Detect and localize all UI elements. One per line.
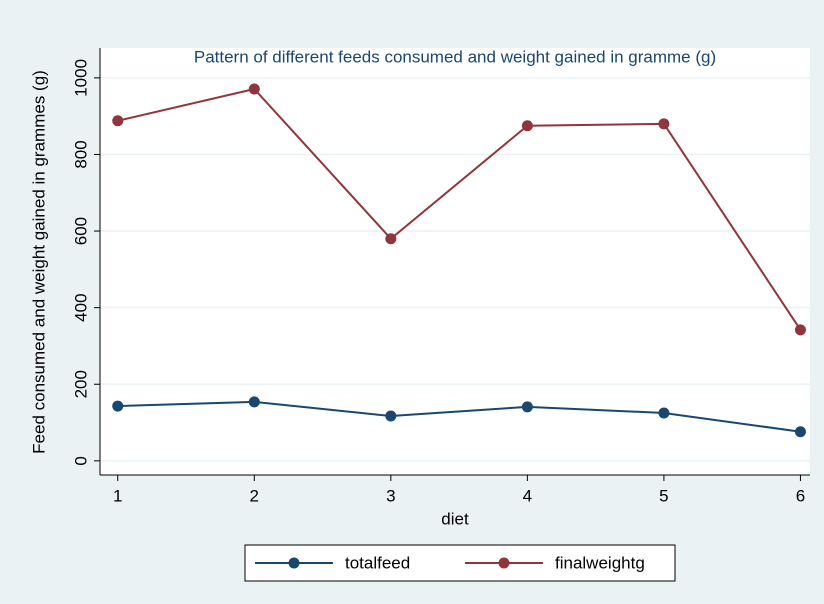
legend-marker — [288, 557, 300, 569]
grid — [100, 77, 810, 462]
legend-label: totalfeed — [345, 553, 410, 572]
data-point — [248, 396, 260, 408]
series-line — [117, 400, 801, 433]
chart-title: Pattern of different feeds consumed and … — [194, 47, 716, 66]
data-point — [385, 410, 397, 422]
data-point — [112, 400, 124, 412]
y-axis-label: Feed consumed and weight gained in gramm… — [29, 70, 48, 454]
x-tick-label: 2 — [250, 486, 259, 505]
x-tick-label: 3 — [386, 486, 395, 505]
y-tick-label: 400 — [71, 293, 90, 321]
data-point — [658, 407, 670, 419]
x-tick-label: 5 — [659, 486, 668, 505]
legend-label: finalweightg — [555, 553, 645, 572]
y-tick-label: 800 — [71, 140, 90, 168]
data-point — [521, 401, 533, 413]
data-point — [658, 118, 670, 130]
series-line — [117, 87, 802, 331]
data-point — [794, 426, 806, 438]
y-tick-label: 0 — [71, 456, 90, 465]
data-point — [248, 83, 260, 95]
data-point — [794, 324, 806, 336]
x-tick-label: 4 — [523, 486, 532, 505]
y-tick-label: 200 — [71, 370, 90, 398]
data-point — [112, 115, 124, 127]
y-tick-label: 600 — [71, 217, 90, 245]
x-tick-label: 6 — [796, 486, 805, 505]
data-point — [385, 233, 397, 245]
y-tick-label: 1000 — [71, 59, 90, 97]
data-point — [521, 120, 533, 132]
x-tick-label: 1 — [113, 486, 122, 505]
x-axis-label: diet — [441, 509, 469, 528]
legend-marker — [498, 557, 510, 569]
